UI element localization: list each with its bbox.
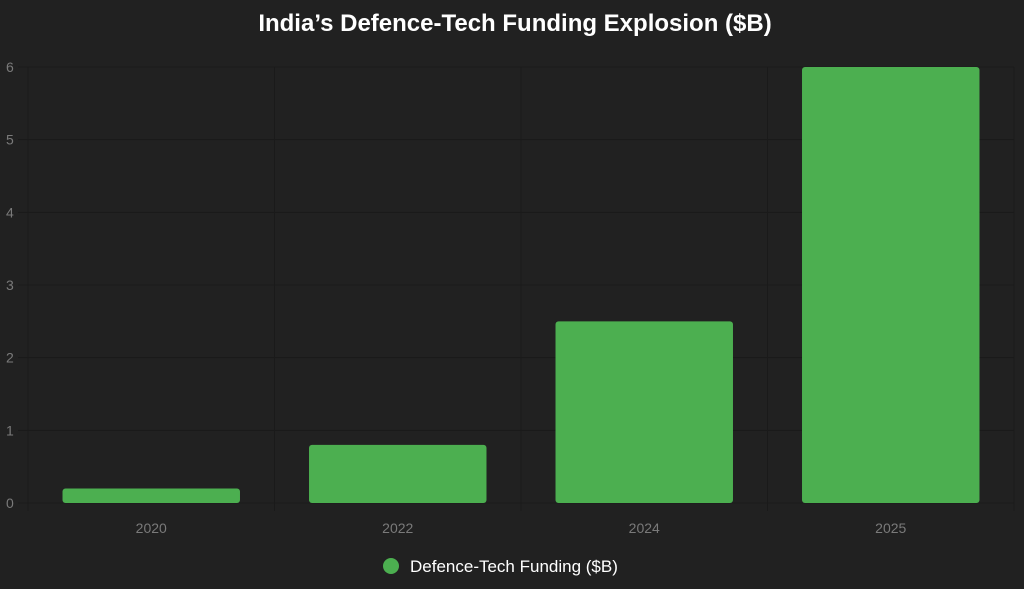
x-tick-label: 2020	[136, 520, 167, 536]
y-tick-label: 2	[6, 350, 14, 366]
grid	[18, 66, 1015, 511]
y-tick-label: 4	[6, 204, 14, 220]
y-axis-ticks: 0 1 2 3 4 5 6	[6, 59, 14, 511]
x-tick-label: 2022	[382, 520, 413, 536]
legend-marker	[383, 558, 399, 574]
x-axis-ticks: 2020 2022 2024 2025	[136, 520, 907, 536]
y-tick-label: 0	[6, 495, 14, 511]
bar-2024[interactable]	[555, 321, 733, 503]
bars	[62, 67, 980, 503]
y-tick-label: 1	[6, 422, 14, 438]
x-tick-label: 2025	[875, 520, 906, 536]
bar-2025[interactable]	[802, 67, 980, 503]
legend-label[interactable]: Defence-Tech Funding ($B)	[410, 557, 618, 576]
bar-2020[interactable]	[62, 488, 240, 503]
chart-title: India’s Defence-Tech Funding Explosion (…	[258, 10, 771, 37]
y-tick-label: 5	[6, 132, 14, 148]
y-tick-label: 3	[6, 277, 14, 293]
x-tick-label: 2024	[629, 520, 660, 536]
legend[interactable]: Defence-Tech Funding ($B)	[383, 557, 618, 576]
bar-2022[interactable]	[309, 444, 487, 503]
y-tick-label: 6	[6, 59, 14, 75]
